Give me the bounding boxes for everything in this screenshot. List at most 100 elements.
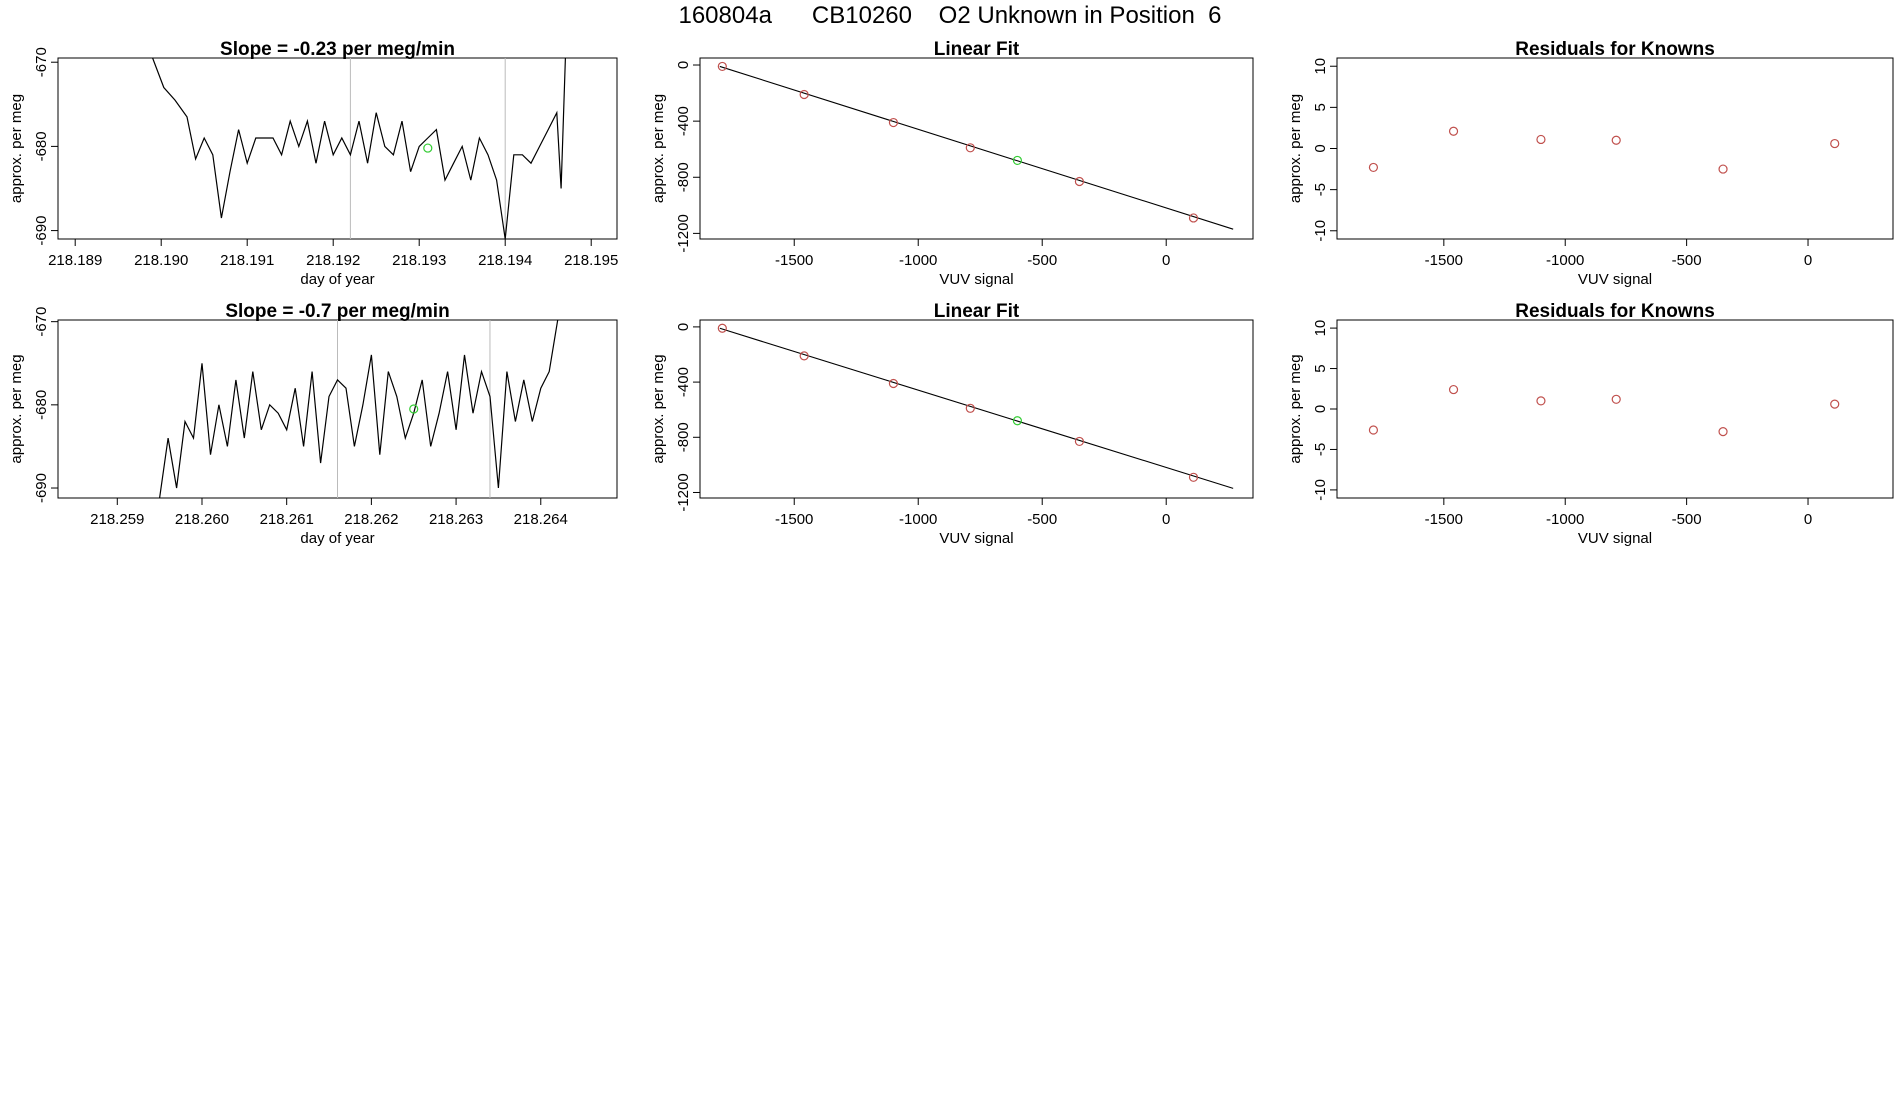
- plot-area: [159, 320, 559, 498]
- x-tick-label: 218.192: [306, 252, 360, 269]
- figure-title: 160804a CB10260 O2 Unknown in Position 6: [678, 2, 1222, 29]
- panel-3: Residuals for Knowns -1500 -1000 -500 0 -10 -5…: [1287, 39, 1894, 288]
- residual-point: [1830, 138, 1840, 149]
- unknown-point: [423, 143, 433, 153]
- y-tick-label: -680: [33, 390, 50, 420]
- panel-6: Residuals for Knowns -1500 -1000 -500 0 -10 -5…: [1287, 301, 1894, 547]
- known-point: [717, 61, 727, 72]
- y-tick-label: -10: [1312, 479, 1329, 501]
- y-axis-label: approx. per meg: [1287, 94, 1304, 203]
- residual-point: [1718, 427, 1728, 437]
- residual-point: [1536, 134, 1546, 145]
- plot-title: Linear Fit: [934, 301, 1020, 322]
- plot-area: [1368, 126, 1840, 174]
- x-tick-label: -1500: [775, 511, 813, 528]
- plot-area: [717, 61, 1234, 230]
- y-tick-label: -670: [33, 307, 50, 337]
- y-tick-label: 5: [1312, 103, 1329, 111]
- plot-title: Residuals for Knowns: [1515, 301, 1715, 322]
- x-tick-label: 218.260: [175, 511, 229, 528]
- plot-title: Linear Fit: [934, 39, 1020, 60]
- y-tick-label: 0: [675, 323, 692, 331]
- fit-line: [719, 327, 1234, 489]
- y-tick-label: -670: [33, 47, 50, 77]
- known-point: [965, 143, 975, 153]
- known-point: [888, 378, 899, 389]
- x-axis-label: VUV signal: [939, 530, 1013, 547]
- x-tick-label: 0: [1162, 511, 1170, 528]
- x-tick-label: -1000: [899, 511, 937, 528]
- plot-frame: [699, 57, 1254, 240]
- y-tick-label: -5: [1312, 443, 1329, 456]
- x-tick-label: 218.262: [344, 511, 398, 528]
- known-point: [1188, 213, 1199, 223]
- y-axis-label: approx. per meg: [650, 354, 667, 463]
- x-tick-label: 218.261: [260, 511, 314, 528]
- x-tick-label: 218.259: [90, 511, 144, 528]
- x-tick-label: 218.193: [392, 252, 446, 269]
- x-tick-label: -1500: [775, 252, 813, 269]
- y-tick-label: -1200: [675, 473, 692, 511]
- series-line: [152, 58, 566, 239]
- panel-2: Linear Fit -1500 -1000 -500 0 0 -400 -800 -1200 V…: [650, 39, 1254, 288]
- plot-title: Slope = -0.23 per meg/min: [220, 39, 455, 60]
- x-axis-label: day of year: [300, 530, 374, 547]
- x-axis-label: VUV signal: [1578, 271, 1652, 288]
- y-tick-label: 10: [1312, 320, 1329, 337]
- x-tick-label: -1000: [1546, 252, 1584, 269]
- plot-title: Residuals for Knowns: [1515, 39, 1715, 60]
- x-tick-label: -1000: [899, 252, 937, 269]
- residual-point: [1611, 135, 1621, 145]
- y-tick-label: -800: [675, 162, 692, 192]
- y-tick-label: -800: [675, 422, 692, 452]
- y-axis-label: approx. per meg: [1287, 354, 1304, 463]
- y-tick-label: 0: [1312, 405, 1329, 413]
- y-tick-label: -400: [675, 367, 692, 397]
- y-axis-label: approx. per meg: [650, 94, 667, 203]
- x-tick-label: -1500: [1425, 252, 1463, 269]
- unknown-point: [1012, 155, 1023, 166]
- y-tick-label: -680: [33, 131, 50, 161]
- residual-point: [1830, 399, 1840, 409]
- x-axis-label: VUV signal: [939, 271, 1013, 288]
- y-tick-label: -10: [1312, 220, 1329, 242]
- y-tick-label: -1200: [675, 214, 692, 252]
- known-point: [888, 117, 899, 128]
- y-tick-label: 0: [675, 61, 692, 69]
- x-tick-label: 218.189: [48, 252, 102, 269]
- x-tick-label: 218.263: [429, 511, 483, 528]
- known-point: [965, 403, 975, 413]
- residual-point: [1368, 425, 1379, 435]
- x-tick-label: 0: [1804, 252, 1812, 269]
- plot-area: [152, 58, 566, 239]
- plot-frame: [1336, 57, 1894, 240]
- x-tick-label: 218.194: [478, 252, 532, 269]
- plot-frame: [1336, 319, 1894, 499]
- y-tick-label: -5: [1312, 183, 1329, 196]
- y-axis-label: approx. per meg: [8, 94, 25, 203]
- x-tick-label: 218.264: [514, 511, 568, 528]
- y-tick-label: 5: [1312, 364, 1329, 372]
- known-point: [799, 351, 809, 361]
- y-tick-label: -690: [33, 473, 50, 503]
- x-tick-label: -500: [1027, 252, 1057, 269]
- residual-point: [1448, 384, 1459, 395]
- y-tick-label: -400: [675, 106, 692, 136]
- y-axis-label: approx. per meg: [8, 354, 25, 463]
- plot-frame: [57, 57, 618, 240]
- residual-point: [1448, 126, 1459, 136]
- known-point: [717, 323, 727, 333]
- unknown-point: [409, 404, 419, 414]
- plot-area: [1368, 384, 1840, 437]
- panel-1: Slope = -0.23 per meg/min 218.189 218.190 2…: [8, 39, 618, 288]
- known-point: [1074, 176, 1085, 187]
- residual-point: [1611, 394, 1621, 404]
- unknown-point: [1012, 416, 1023, 426]
- y-tick-label: 0: [1312, 144, 1329, 152]
- x-tick-label: -500: [1672, 252, 1702, 269]
- residual-point: [1718, 164, 1728, 174]
- panel-4: Slope = -0.7 per meg/min 218.259 218.260 21…: [8, 301, 618, 547]
- x-tick-label: -1500: [1425, 511, 1463, 528]
- x-tick-label: 218.191: [220, 252, 274, 269]
